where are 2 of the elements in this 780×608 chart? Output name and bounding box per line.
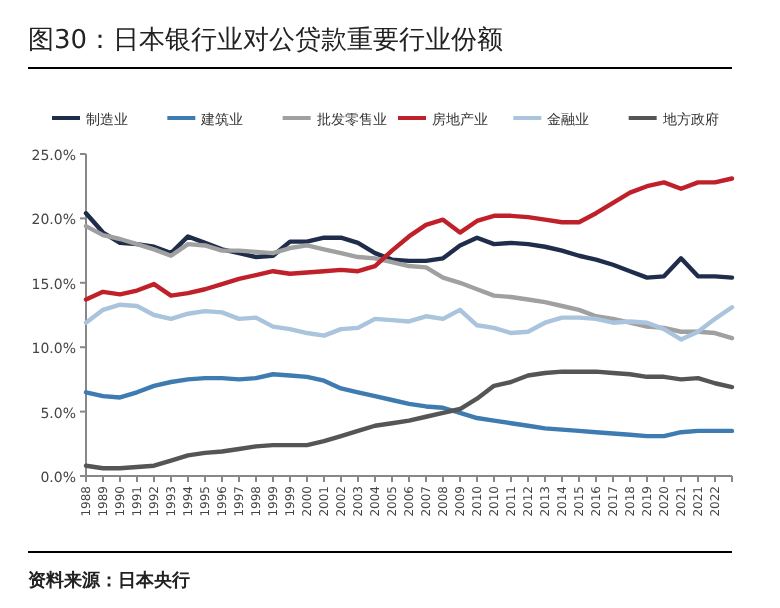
title: 图30：日本银行业对公贷款重要行业份额 (28, 26, 504, 56)
annotation: 资料来源：日本央行 (28, 572, 190, 592)
